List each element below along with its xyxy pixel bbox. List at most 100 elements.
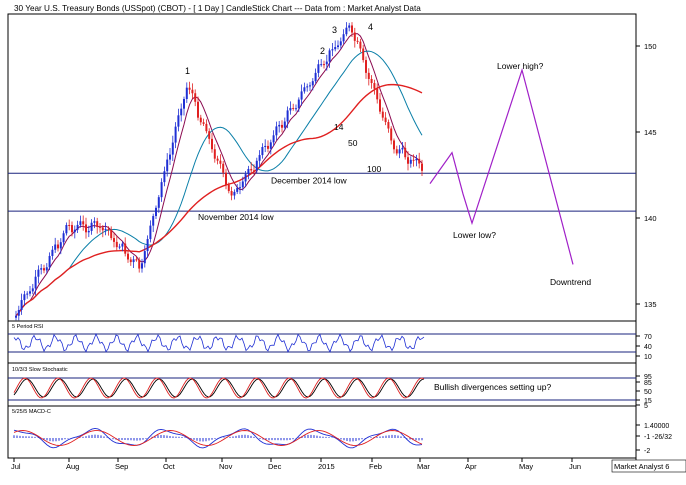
- wave-label: 1: [185, 66, 190, 76]
- candle-body: [412, 159, 415, 161]
- candle-body: [169, 154, 171, 160]
- candle-body: [407, 157, 409, 164]
- price-axis: 150 145 140 135: [636, 42, 657, 309]
- candle-body: [20, 300, 23, 310]
- candle-body: [197, 101, 199, 118]
- candle-body: [401, 147, 404, 150]
- candle-body: [281, 124, 283, 128]
- candle-body: [255, 160, 258, 171]
- candle-body: [59, 242, 62, 249]
- candle-body: [177, 115, 180, 127]
- candle-body: [295, 108, 297, 110]
- candle-body: [379, 99, 381, 112]
- candle-body: [115, 241, 118, 248]
- candle-body: [320, 64, 323, 66]
- candle-body: [113, 238, 115, 242]
- candle-body: [90, 222, 93, 231]
- candle-body: [43, 268, 45, 271]
- candle-body: [292, 107, 295, 109]
- x-tick-label: Nov: [219, 462, 233, 471]
- candle-body: [152, 216, 155, 226]
- x-tick-label: Oct: [163, 462, 176, 471]
- candle-body: [328, 50, 331, 62]
- credit: Market Analyst 6: [614, 462, 669, 471]
- candle-body: [174, 126, 177, 143]
- stochastic-title: 10/3/3 Slow Stochastic: [12, 367, 68, 373]
- price-tick-label: 135: [644, 300, 657, 309]
- candle-body: [205, 123, 208, 132]
- candle-body: [87, 230, 90, 233]
- candle-body: [163, 171, 166, 183]
- candle-body: [258, 155, 261, 161]
- candle-body: [309, 85, 311, 87]
- candle-body: [15, 315, 17, 318]
- candle-body: [415, 158, 418, 161]
- candle-body: [337, 45, 339, 48]
- candle-body: [362, 48, 365, 61]
- candle-body: [71, 225, 73, 233]
- candle-body: [51, 249, 54, 256]
- candle-body: [303, 87, 306, 92]
- rsi-tick-label: 70: [644, 334, 652, 341]
- candle-body: [334, 47, 337, 50]
- price-tick-label: 150: [644, 42, 657, 51]
- candle-body: [149, 225, 152, 240]
- price-tick-label: 145: [644, 128, 657, 137]
- candle-body: [367, 72, 370, 79]
- stoch-k-line: [13, 377, 425, 399]
- lower-low-label: Lower low?: [453, 230, 496, 240]
- candle-body: [297, 99, 300, 109]
- candle-body: [267, 145, 269, 149]
- macd-tick-label: 1.40000: [644, 423, 669, 430]
- candle-body: [227, 184, 230, 192]
- x-tick-label: Mar: [417, 462, 430, 471]
- candle-body: [225, 172, 227, 185]
- candle-body: [306, 86, 309, 88]
- macd-tick-label: -2: [644, 448, 650, 455]
- candle-body: [404, 147, 407, 158]
- candle-body: [311, 81, 314, 86]
- candle-body: [155, 207, 157, 217]
- stoch-tick-label: 85: [644, 380, 652, 387]
- candle-body: [26, 293, 29, 295]
- candle-body: [233, 191, 236, 196]
- candle-body: [421, 163, 423, 171]
- chart-title: 30 Year U.S. Treasury Bonds (USSpot) (CB…: [14, 4, 421, 13]
- x-tick-label: Jun: [569, 462, 581, 471]
- candle-body: [82, 221, 85, 225]
- candle-body: [85, 224, 87, 233]
- candle-body: [264, 145, 267, 148]
- candle-body: [202, 122, 205, 124]
- ma-14-line: [15, 33, 423, 317]
- candle-body: [185, 87, 188, 99]
- candle-body: [286, 110, 289, 122]
- rsi-title: 5 Period RSI: [12, 324, 44, 330]
- candle-body: [395, 149, 398, 154]
- candle-body: [146, 239, 149, 252]
- rsi-tick-label: 10: [644, 354, 652, 361]
- candle-body: [393, 140, 395, 150]
- candle-body: [376, 88, 379, 100]
- candle-body: [244, 174, 247, 182]
- candle-body: [104, 228, 107, 231]
- horizontal-levels: December 2014 low November 2014 low: [8, 172, 636, 222]
- stoch-d-line: [13, 378, 425, 398]
- credit-box: [611, 459, 686, 473]
- december-low-label: December 2014 low: [271, 175, 347, 185]
- candle-body: [132, 259, 135, 263]
- candle-body: [219, 160, 222, 164]
- candle-body: [253, 170, 255, 172]
- candle-body: [418, 158, 421, 164]
- candle-body: [54, 244, 57, 250]
- x-tick-label: May: [519, 462, 533, 471]
- macd-indicator: 1.40000 -1 -26/32 -2: [13, 423, 672, 455]
- x-tick-label: Dec: [268, 462, 282, 471]
- candle-body: [278, 124, 281, 127]
- candle-body: [211, 138, 213, 150]
- candle-body: [48, 255, 51, 268]
- ma-100-line: [15, 83, 423, 317]
- candle-body: [230, 191, 233, 196]
- candle-body: [325, 61, 328, 65]
